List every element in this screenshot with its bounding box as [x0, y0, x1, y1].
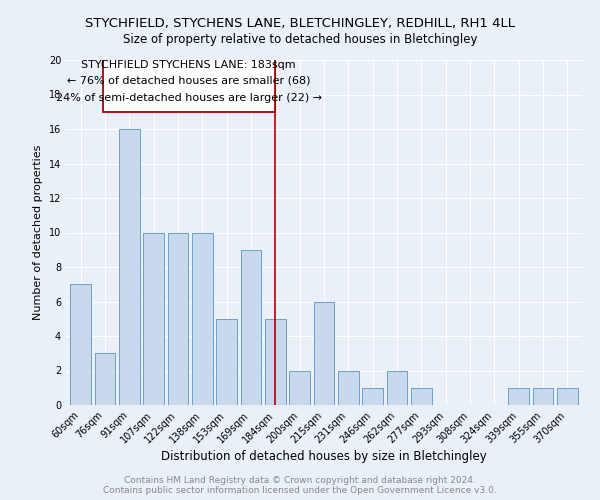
Text: STYCHFIELD STYCHENS LANE: 183sqm: STYCHFIELD STYCHENS LANE: 183sqm [82, 60, 296, 70]
Bar [241, 250, 262, 405]
Bar [119, 129, 140, 405]
Bar [70, 284, 91, 405]
Bar [265, 319, 286, 405]
Bar [95, 353, 115, 405]
Text: STYCHFIELD, STYCHENS LANE, BLETCHINGLEY, REDHILL, RH1 4LL: STYCHFIELD, STYCHENS LANE, BLETCHINGLEY,… [85, 18, 515, 30]
Bar [314, 302, 334, 405]
Bar [167, 232, 188, 405]
Bar [289, 370, 310, 405]
X-axis label: Distribution of detached houses by size in Bletchingley: Distribution of detached houses by size … [161, 450, 487, 464]
Text: 24% of semi-detached houses are larger (22) →: 24% of semi-detached houses are larger (… [56, 93, 322, 103]
Y-axis label: Number of detached properties: Number of detached properties [33, 145, 43, 320]
Bar [216, 319, 237, 405]
Bar [508, 388, 529, 405]
Bar [192, 232, 212, 405]
Bar [362, 388, 383, 405]
Bar [557, 388, 578, 405]
FancyBboxPatch shape [103, 34, 275, 112]
Bar [338, 370, 359, 405]
Text: Size of property relative to detached houses in Bletchingley: Size of property relative to detached ho… [123, 32, 477, 46]
Bar [411, 388, 432, 405]
Bar [533, 388, 553, 405]
Text: ← 76% of detached houses are smaller (68): ← 76% of detached houses are smaller (68… [67, 76, 310, 86]
Bar [143, 232, 164, 405]
Text: Contains HM Land Registry data © Crown copyright and database right 2024.
Contai: Contains HM Land Registry data © Crown c… [103, 476, 497, 495]
Bar [386, 370, 407, 405]
